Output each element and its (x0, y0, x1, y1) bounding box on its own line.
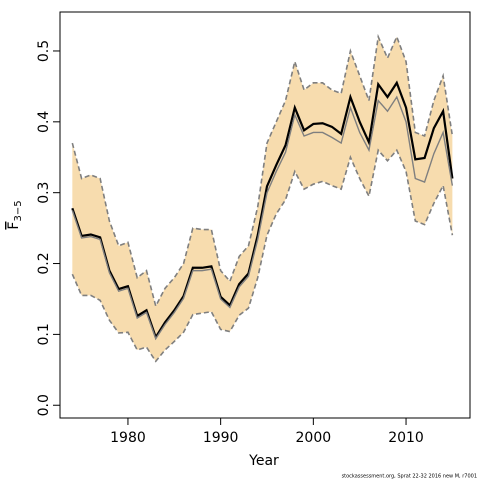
y-tick-label: 0.0 (36, 394, 52, 416)
x-tick-label: 1990 (203, 430, 239, 446)
y-tick-label: 0.4 (36, 111, 52, 133)
y-axis-label-main: F (6, 222, 22, 230)
footnote: stockassessment.org, Sprat 22-32 2016 ne… (342, 474, 477, 480)
estimate-line (71, 95, 454, 341)
ci-line (71, 148, 454, 363)
y-tick-label: 0.3 (36, 182, 52, 204)
y-tick-label: 0.1 (36, 323, 52, 345)
y-axis-label: F3−5 (6, 200, 24, 229)
ci-line (71, 33, 454, 309)
x-axis-label: Year (248, 453, 279, 469)
plot-frame (59, 11, 471, 419)
y-axis-label-sub: 3−5 (13, 200, 24, 221)
x-tick-label: 2010 (388, 430, 424, 446)
y-tick-label: 0.5 (36, 40, 52, 62)
x-tick-label: 1980 (110, 430, 146, 446)
x-tick-label: 2000 (296, 430, 332, 446)
y-tick-label: 0.2 (36, 252, 52, 274)
